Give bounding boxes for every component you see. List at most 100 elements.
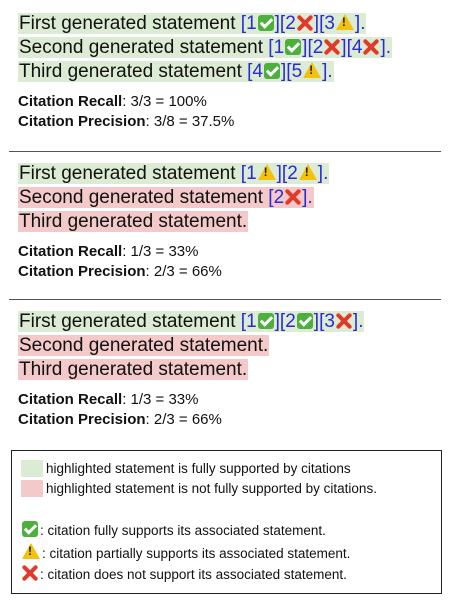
- unsupported-statement: Second generated statement [2].: [18, 187, 314, 208]
- citation: [2]: [268, 187, 308, 208]
- check-mark-icon: [22, 521, 38, 537]
- citation: [2]: [282, 163, 323, 184]
- citation-number: 2: [312, 37, 324, 58]
- recall-value: : 3/3 = 100%: [122, 93, 207, 110]
- citation: [1]: [241, 163, 282, 184]
- precision-label: Citation Precision: [18, 113, 146, 130]
- example-panel: First generated statement [1][2]. Second …: [18, 162, 448, 282]
- check-mark-icon: [285, 39, 302, 55]
- statement-line: Second generated statement [1][2][4].: [18, 36, 448, 60]
- check-mark-icon: [257, 313, 274, 329]
- example-panel: First generated statement [1][2][3]. Seco…: [18, 310, 448, 430]
- statement-line: Second generated statement.: [18, 334, 448, 358]
- check-mark-icon: [257, 15, 274, 31]
- recall-label: Citation Recall: [18, 93, 123, 110]
- statement-text: First generated statement: [19, 163, 236, 184]
- panel-divider: [9, 151, 441, 152]
- precision-row: Citation Precision: 2/3 = 66%: [18, 262, 448, 282]
- statement-text: Second generated statement: [19, 37, 264, 58]
- citation-number: 5: [291, 61, 303, 82]
- citation: [2]: [279, 311, 320, 332]
- legend-box: highlighted statement is fully supported…: [11, 450, 442, 594]
- statement-text: Third generated statement.: [19, 211, 248, 232]
- cross-mark-icon: [285, 189, 301, 205]
- precision-row: Citation Precision: 2/3 = 66%: [18, 410, 448, 430]
- citation-metrics: Citation Recall: 1/3 = 33% Citation Preci…: [18, 390, 448, 430]
- legend-cross: : citation does not support its associat…: [21, 565, 347, 584]
- legend-check-label: : citation fully supports its associated…: [40, 523, 326, 538]
- warning-icon: [257, 164, 276, 180]
- citation-number: 4: [351, 37, 363, 58]
- cross-mark-icon: [363, 39, 379, 55]
- legend-full-support: highlighted statement is fully supported…: [21, 460, 351, 478]
- citation-number: 2: [287, 163, 298, 184]
- citation: [1]: [268, 37, 308, 58]
- citation: [2]: [307, 37, 347, 58]
- legend-full-support-label: highlighted statement is fully supported…: [46, 461, 351, 476]
- supported-statement: First generated statement [1][2][3].: [18, 311, 365, 332]
- legend-warn-label: : citation partially supports its associ…: [42, 546, 351, 561]
- citation: [5]: [286, 61, 327, 82]
- panel-divider: [9, 299, 441, 300]
- citation-number: 3: [324, 311, 335, 332]
- recall-label: Citation Recall: [18, 243, 123, 260]
- cross-mark-icon: [336, 313, 352, 329]
- citation-metrics: Citation Recall: 1/3 = 33% Citation Preci…: [18, 242, 448, 282]
- recall-label: Citation Recall: [18, 391, 123, 408]
- citation-metrics: Citation Recall: 3/3 = 100% Citation Prec…: [18, 92, 448, 132]
- precision-label: Citation Precision: [18, 263, 146, 280]
- citation: [4]: [346, 37, 386, 58]
- citation-number: 1: [246, 311, 257, 332]
- statement-text: First generated statement: [19, 13, 236, 34]
- legend-cross-label: : citation does not support its associat…: [40, 567, 347, 582]
- recall-value: : 1/3 = 33%: [122, 243, 199, 260]
- citation-number: 4: [252, 61, 263, 82]
- citation: [1]: [240, 13, 280, 34]
- citation-number: 2: [273, 187, 285, 208]
- citation-number: 1: [246, 13, 257, 34]
- red-swatch: [21, 480, 43, 497]
- statement-text: Third generated statement.: [19, 359, 248, 380]
- warning-icon: [335, 14, 354, 30]
- statement-line: Third generated statement.: [18, 210, 448, 234]
- precision-value: : 2/3 = 66%: [145, 263, 222, 280]
- cross-mark-icon: [297, 15, 313, 31]
- example-panel: First generated statement [1][2][3]. Seco…: [18, 12, 448, 132]
- statement-text: Third generated statement: [19, 61, 242, 82]
- citation: [3]: [319, 311, 359, 332]
- precision-value: : 3/8 = 37.5%: [145, 113, 235, 130]
- cross-mark-icon: [324, 39, 340, 55]
- citation: [2]: [279, 13, 320, 34]
- citation-number: 3: [324, 13, 335, 34]
- recall-row: Citation Recall: 1/3 = 33%: [18, 390, 448, 410]
- supported-statement: First generated statement [1][2].: [18, 163, 330, 184]
- statement-line: First generated statement [1][2][3].: [18, 310, 448, 334]
- cross-mark-icon: [22, 565, 38, 581]
- precision-row: Citation Precision: 3/8 = 37.5%: [18, 112, 448, 132]
- supported-statement: Second generated statement [1][2][4].: [18, 37, 392, 58]
- check-mark-icon: [296, 313, 313, 329]
- green-swatch: [21, 460, 43, 477]
- statement-line: First generated statement [1][2].: [18, 162, 448, 186]
- supported-statement: First generated statement [1][2][3].: [18, 13, 367, 34]
- legend-check: : citation fully supports its associated…: [21, 521, 326, 540]
- unsupported-statement: Third generated statement.: [18, 211, 249, 232]
- precision-label: Citation Precision: [18, 411, 146, 428]
- statement-line: Second generated statement [2].: [18, 186, 448, 210]
- unsupported-statement: Second generated statement.: [18, 335, 270, 356]
- citation: [4]: [247, 61, 287, 82]
- warning-icon: [298, 164, 317, 180]
- warning-icon: [22, 543, 40, 559]
- legend-not-full-support-label: highlighted statement is not fully suppo…: [46, 481, 377, 496]
- recall-row: Citation Recall: 1/3 = 33%: [18, 242, 448, 262]
- statement-text: Second generated statement.: [19, 335, 269, 356]
- supported-statement: Third generated statement [4][5].: [18, 61, 334, 82]
- statement-line: First generated statement [1][2][3].: [18, 12, 448, 36]
- check-mark-icon: [264, 63, 280, 79]
- precision-value: : 2/3 = 66%: [145, 411, 222, 428]
- recall-row: Citation Recall: 3/3 = 100%: [18, 92, 448, 112]
- statement-line: Third generated statement.: [18, 358, 448, 382]
- citation-number: 1: [246, 163, 257, 184]
- statement-text: First generated statement: [19, 311, 236, 332]
- warning-icon: [303, 62, 322, 78]
